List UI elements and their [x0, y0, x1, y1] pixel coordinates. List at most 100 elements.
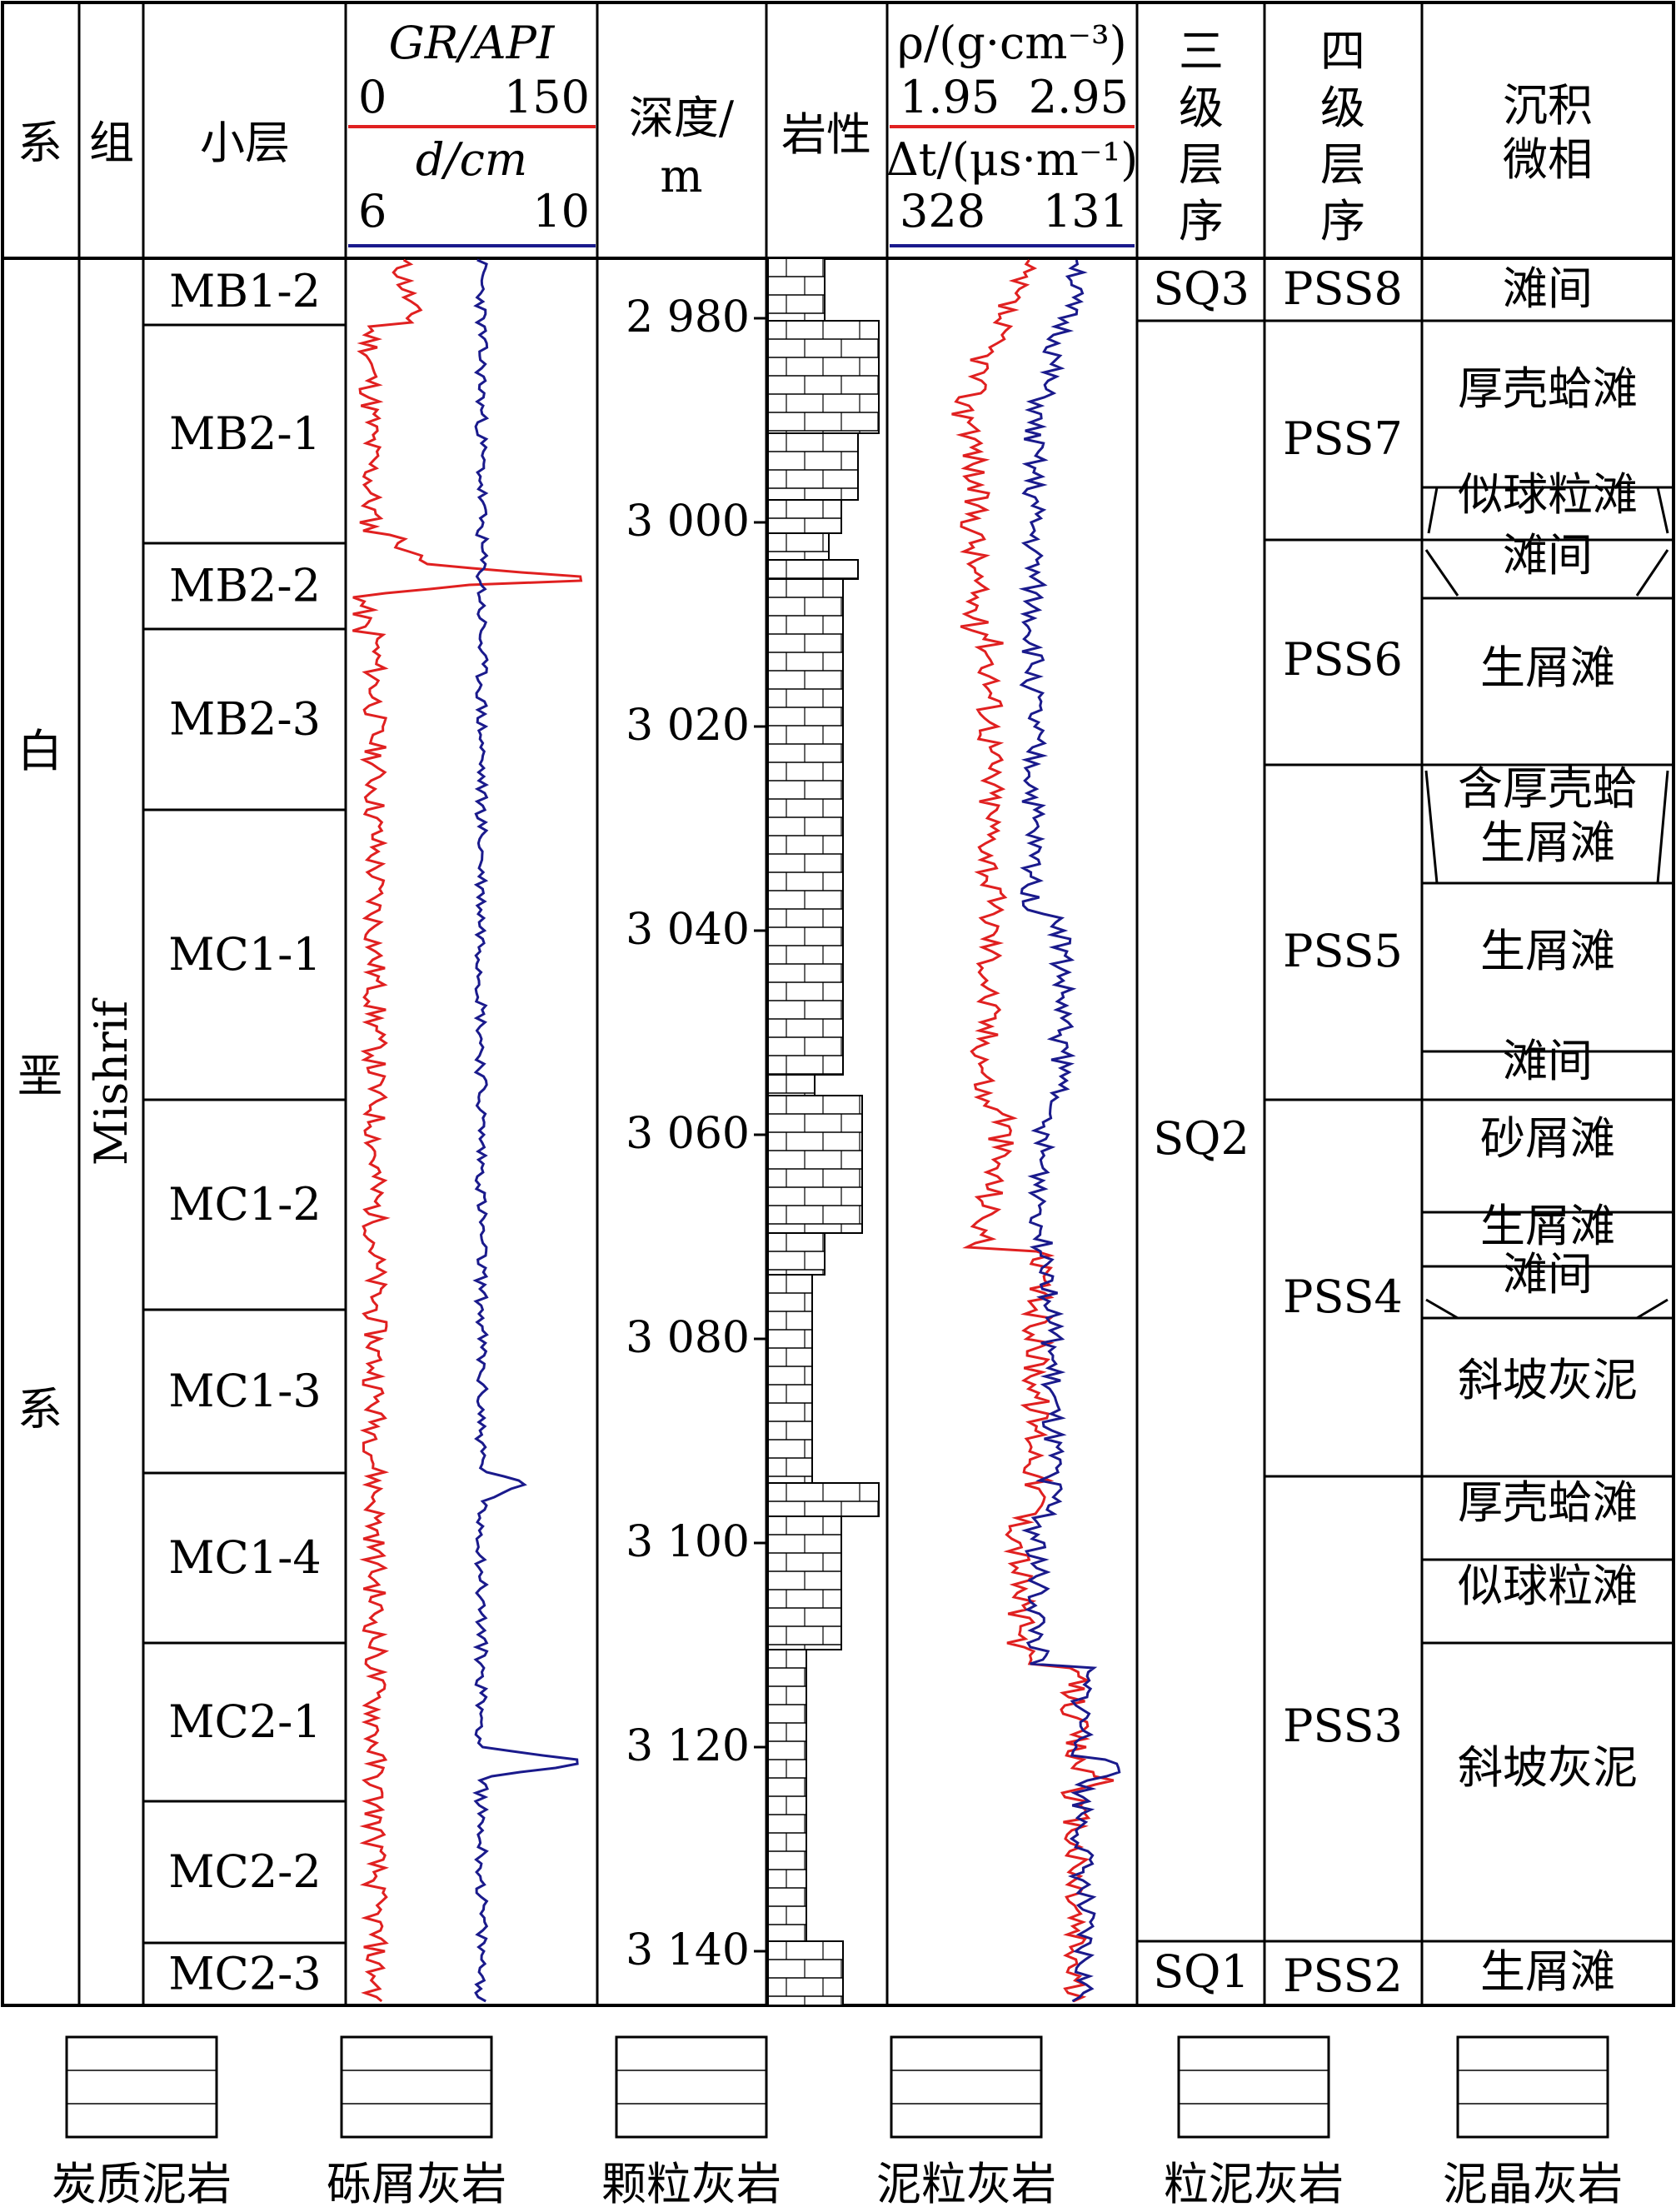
header-rho-min: 1.95 [900, 71, 1000, 123]
fourth-order-label: PSS5 [1283, 925, 1403, 977]
system-char-1: 白 [17, 725, 62, 777]
facies-label: 生屑滩 [1480, 925, 1615, 977]
fourth-order-label: PSS2 [1283, 1950, 1403, 2002]
depth-tick-label: 3 120 [626, 1721, 750, 1771]
sublayer-label: MB2-3 [169, 693, 321, 746]
header-gr-max: 150 [504, 71, 590, 123]
fourth-order-label: PSS8 [1283, 262, 1403, 315]
header-sublayer: 小层 [200, 117, 290, 169]
lithology-block [767, 559, 859, 580]
depth-tick-label: 2 980 [626, 292, 750, 342]
depth-tick-label: 3 140 [626, 1925, 750, 1975]
header-dt-min: 328 [900, 185, 985, 237]
log-curves [352, 258, 1121, 2003]
header-rho-label: ρ/(g·cm⁻³) [897, 17, 1126, 69]
legend-swatch [890, 2035, 1043, 2139]
lithology-block [767, 1649, 807, 1942]
header-group: 组 [89, 117, 134, 169]
header-lithology: 岩性 [781, 108, 871, 161]
sublayer-label: MC1-1 [168, 928, 322, 981]
facies-label: 滩间 [1503, 529, 1593, 582]
header-gr-label: GR/API [389, 17, 556, 69]
lithology-block [767, 578, 844, 1076]
legend-label: 砾屑灰岩 [327, 2158, 506, 2210]
depth-tick-label: 3 000 [626, 497, 750, 547]
sublayer-column: MB1-2 MB2-1 MB2-2 MB2-3 MC1-1 MC1-2 MC1-3 MC1-4… [143, 265, 346, 2000]
header-third-3: 层 [1179, 138, 1224, 191]
header-system: 系 [17, 117, 62, 169]
header-fourth-2: 级 [1320, 82, 1365, 134]
header-d-label: d/cm [416, 133, 527, 186]
sublayer-label: MC1-3 [168, 1365, 322, 1417]
header-third-1: 三 [1179, 25, 1224, 77]
legend-label: 泥晶灰岩 [1443, 2158, 1623, 2210]
sublayer-label: MC2-3 [168, 1948, 322, 2000]
facies-label: 砂屑滩 [1480, 1112, 1615, 1165]
legend-swatch [65, 2035, 218, 2139]
lithology-block [767, 1074, 816, 1096]
header-fourth-3: 层 [1320, 138, 1365, 191]
depth-tick-label: 3 060 [626, 1109, 750, 1159]
lithology-column [767, 257, 880, 2006]
header-gr-min: 0 [358, 71, 387, 123]
facies-label: 滩间 [1503, 262, 1593, 315]
facies-label: 似球粒滩 [1458, 468, 1638, 521]
fourth-order-label: PSS3 [1283, 1700, 1403, 1752]
header-rho-max: 2.95 [1029, 71, 1129, 123]
header-facies-1: 沉积 [1503, 79, 1593, 132]
fourth-order-label: PSS4 [1283, 1271, 1403, 1323]
third-order-label: SQ2 [1153, 1112, 1250, 1165]
lithology-block [767, 1095, 863, 1234]
depth-tick-label: 3 080 [626, 1313, 750, 1363]
header-d-max: 10 [532, 185, 590, 237]
group-name: Mishrif [85, 997, 137, 1166]
facies-bevel [1424, 770, 1669, 884]
facies-label: 生屑滩 [1480, 816, 1615, 869]
sublayer-label: MB2-1 [169, 407, 321, 460]
header-facies-2: 微相 [1503, 133, 1593, 186]
legend-swatch [340, 2035, 493, 2139]
facies-label: 厚壳蛤滩 [1458, 362, 1638, 415]
legend-swatch [1456, 2035, 1609, 2139]
lithology-block [767, 1274, 813, 1484]
facies-label: 含厚壳蛤 [1458, 762, 1638, 815]
header-dt-max: 131 [1043, 185, 1129, 237]
header-depth-2: m [660, 150, 702, 202]
facies-bevel [1424, 549, 1669, 597]
header-dt-label: Δt/(μs·m⁻¹) [886, 133, 1138, 186]
sublayer-label: MC2-1 [168, 1695, 322, 1748]
system-char-3: 系 [17, 1383, 62, 1436]
legend-label: 炭质泥岩 [52, 2158, 232, 2210]
fourth-order-label: PSS7 [1283, 412, 1403, 465]
sublayer-label: MC1-4 [168, 1531, 322, 1584]
dt-curve [1018, 259, 1121, 2003]
header-d-min: 6 [358, 185, 387, 237]
sublayer-label: MB2-2 [169, 560, 321, 612]
sublayer-label: MB1-2 [169, 265, 321, 317]
header-fourth-4: 序 [1320, 195, 1365, 247]
header-third-4: 序 [1179, 195, 1224, 247]
sublayer-label: MC2-2 [168, 1845, 322, 1898]
facies-label: 生屑滩 [1480, 1945, 1615, 1998]
legend-label: 泥粒灰岩 [876, 2158, 1056, 2210]
lithology-block [767, 257, 826, 322]
d-curve [472, 258, 579, 2003]
legend-swatch [615, 2035, 768, 2139]
legend-label: 颗粒灰岩 [601, 2158, 781, 2210]
header-fourth-1: 四 [1320, 25, 1365, 77]
lithology-legend: 炭质泥岩 砾屑灰岩 颗粒灰岩 泥粒灰岩 粒泥灰岩 泥晶灰岩 [52, 2035, 1623, 2210]
header-third-2: 级 [1179, 82, 1224, 134]
facies-column: 滩间厚壳蛤滩似球粒滩滩间生屑滩含厚壳蛤生屑滩生屑滩滩间砂屑滩生屑滩滩间斜坡灰泥厚… [1422, 262, 1674, 1998]
lithology-block [767, 1232, 826, 1276]
facies-label: 斜坡灰泥 [1458, 1741, 1638, 1794]
rho-curve [951, 259, 1115, 2003]
third-order-label: SQ1 [1153, 1945, 1250, 1998]
facies-label: 斜坡灰泥 [1458, 1354, 1638, 1406]
lithology-block [767, 532, 830, 561]
depth-tick-label: 3 040 [626, 905, 750, 955]
third-order-label: SQ3 [1153, 262, 1250, 315]
sequence-columns: SQ3 SQ2 SQ1 PSS8 PSS7 PSS6 PSS5 PSS4 PSS3 PSS2 [1137, 262, 1422, 2002]
facies-label: 生屑滩 [1480, 1200, 1615, 1252]
facies-label: 厚壳蛤滩 [1458, 1476, 1638, 1529]
